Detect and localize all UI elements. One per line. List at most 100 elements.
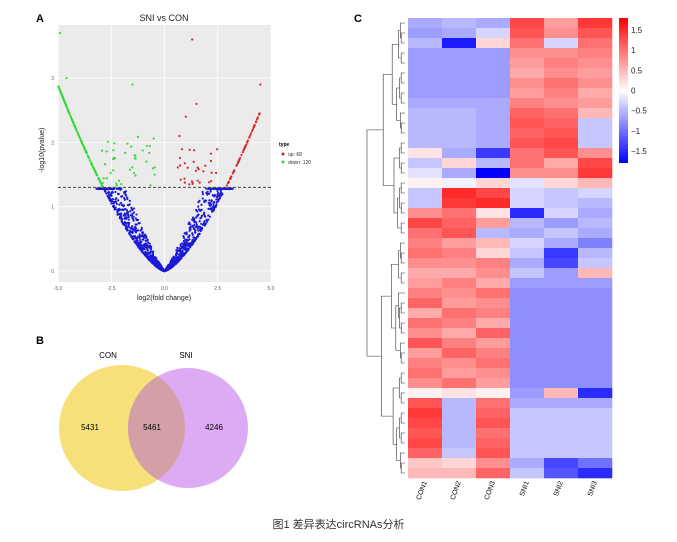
y-tick-label: 1 [51, 205, 54, 211]
point-down [109, 171, 112, 175]
point-ns [182, 236, 186, 239]
heatmap-cell [578, 148, 613, 159]
dendrogram-branch [400, 72, 405, 84]
point-down [102, 177, 105, 180]
heatmap-cell [476, 188, 511, 199]
point-ns [150, 247, 153, 251]
heatmap-cell [510, 458, 545, 469]
point-ns [130, 206, 133, 209]
point-down [145, 144, 149, 148]
point-up [225, 184, 228, 187]
point-ns [145, 236, 148, 240]
heatmap-cell [578, 228, 613, 239]
legend-down-marker [281, 160, 285, 164]
point-ns [132, 207, 135, 210]
heatmap-cell [442, 468, 477, 479]
point-up [210, 180, 213, 183]
venn-diagram: CON SNI 5431 5461 4246 [59, 351, 248, 491]
point-ns [207, 218, 210, 221]
point-ns [116, 208, 120, 211]
point-ns [142, 247, 145, 250]
heatmap-cell [544, 378, 579, 389]
point-ns [120, 219, 123, 222]
heatmap-cell [510, 38, 545, 49]
point-ns [215, 195, 219, 199]
point-ns [216, 189, 219, 192]
heatmap-cell [578, 268, 613, 279]
point-down [58, 88, 61, 92]
point-up [179, 164, 182, 167]
heatmap-cell [510, 338, 545, 349]
point-ns [117, 199, 120, 202]
heatmap-cell [442, 338, 477, 349]
heatmap-cell [408, 98, 443, 109]
point-ns [219, 194, 223, 197]
heatmap-cell [578, 328, 613, 339]
heatmap-cell [578, 278, 613, 289]
heatmap-cell [476, 368, 511, 379]
point-up [192, 160, 195, 163]
point-down [87, 156, 90, 159]
point-ns [126, 203, 130, 207]
point-ns [207, 207, 210, 210]
heatmap-cell [544, 448, 579, 459]
heatmap-cell [442, 228, 477, 239]
heatmap-cell [544, 268, 579, 279]
point-ns [200, 203, 203, 206]
point-ns [116, 187, 119, 190]
point-ns [98, 187, 101, 190]
point-ns [163, 269, 166, 273]
point-ns [193, 220, 196, 223]
point-ns [202, 213, 205, 216]
heatmap-cell [408, 18, 443, 29]
point-ns [184, 239, 188, 242]
point-up [235, 163, 238, 167]
heatmap-cell [408, 378, 443, 389]
point-up [246, 141, 249, 144]
point-up [228, 177, 232, 181]
heatmap-cell [578, 308, 613, 319]
point-ns [152, 262, 155, 265]
point-ns [186, 239, 190, 242]
heatmap-cell [544, 128, 579, 139]
point-ns [195, 237, 198, 241]
point-ns [134, 223, 137, 226]
heatmap-cell [510, 198, 545, 209]
point-ns [195, 223, 198, 226]
point-ns [212, 203, 215, 207]
heatmap-cell [476, 278, 511, 289]
colorbar-tick-label: 0 [631, 87, 636, 96]
heatmap-cell [408, 388, 443, 399]
heatmap-cell [476, 108, 511, 119]
point-ns [207, 201, 210, 205]
point-ns [120, 201, 123, 205]
point-down [115, 182, 118, 185]
heatmap-cell [408, 148, 443, 159]
heatmap-cell [510, 138, 545, 149]
point-ns [141, 232, 144, 235]
point-ns [144, 234, 147, 237]
point-ns [183, 245, 186, 248]
heatmap-cell [510, 298, 545, 309]
point-ns [224, 187, 227, 190]
heatmap-cell [442, 408, 477, 419]
heatmap-cell [476, 258, 511, 269]
y-tick-label: 3 [51, 76, 54, 82]
heatmap-cell [476, 448, 511, 459]
x-tick-label: -2.5 [107, 286, 116, 292]
point-up [196, 166, 199, 169]
point-ns [209, 208, 212, 211]
point-ns [115, 197, 118, 200]
heatmap-cell [476, 88, 511, 99]
point-ns [150, 245, 153, 248]
point-up [248, 136, 251, 139]
point-ns [116, 210, 119, 214]
point-ns [210, 200, 213, 203]
point-down [72, 121, 75, 124]
heatmap-cell [578, 248, 613, 259]
point-ns [204, 215, 207, 218]
heatmap-cell [476, 298, 511, 309]
heatmap-cell [510, 398, 545, 409]
point-ns [203, 200, 206, 204]
heatmap-cell [442, 268, 477, 279]
